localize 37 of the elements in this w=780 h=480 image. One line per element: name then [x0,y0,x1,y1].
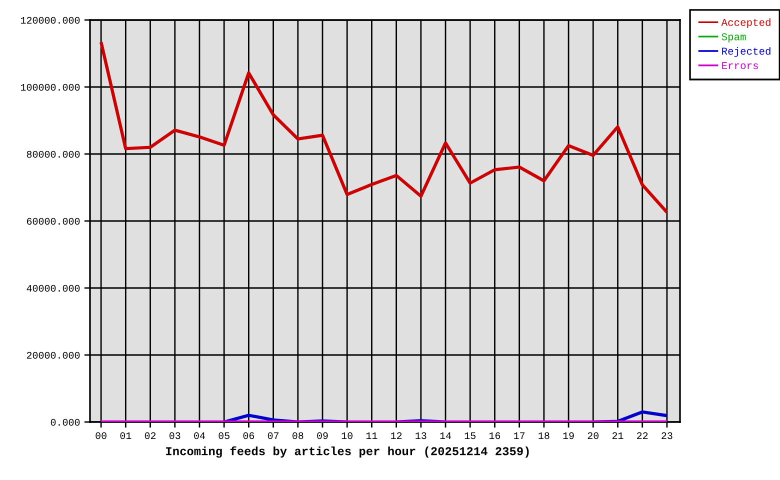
x-tick-label: 18 [538,432,550,440]
line-series [99,40,669,214]
x-tick-label: 17 [514,432,525,439]
x-tick-label: 21 [612,432,624,439]
x-tick-label: 16 [489,432,500,440]
y-tick-label: 20000.000 [26,352,80,359]
x-tick-label: 12 [391,432,402,439]
legend-label: Accepted [721,18,770,28]
x-tick-label: 14 [440,432,452,439]
x-tick-label: 01 [120,432,132,440]
x-tick-label: 03 [169,432,180,440]
x-tick-label: 13 [416,432,426,440]
x-tick-label: 04 [194,432,205,440]
legend-label: Spam [722,33,746,42]
y-tick-label: 40000.000 [26,284,80,292]
x-tick-label: 06 [243,432,254,440]
y-tick-label: 100000.000 [20,84,80,91]
legend-label: Rejected [722,47,770,57]
x-tick-label: 09 [317,432,328,440]
x-tick-label: 08 [292,432,304,440]
x-tick-label: 23 [662,432,672,440]
y-tick-label: 60000.000 [27,218,80,225]
x-tick-label: 20 [588,432,599,440]
x-tick-label: 00 [96,432,106,440]
x-tick-label: 22 [637,432,648,439]
legend-label: Errors [722,62,758,70]
text: Incoming feeds by articles per hour (20251214 2359) [166,446,529,458]
x-tick-label: 11 [366,432,378,439]
y-tick-label: 80000.000 [26,150,80,158]
x-tick-label: 19 [563,432,574,440]
x-tick-label: 10 [342,432,352,440]
x-tick-label: 15 [464,432,476,440]
x-tick-label: 07 [268,432,279,440]
y-tick-label: 0.000 [50,418,80,426]
y-tick-label: 120000.000 [20,16,80,24]
x-tick-label: 02 [144,432,156,440]
x-tick-label: 05 [218,432,230,440]
